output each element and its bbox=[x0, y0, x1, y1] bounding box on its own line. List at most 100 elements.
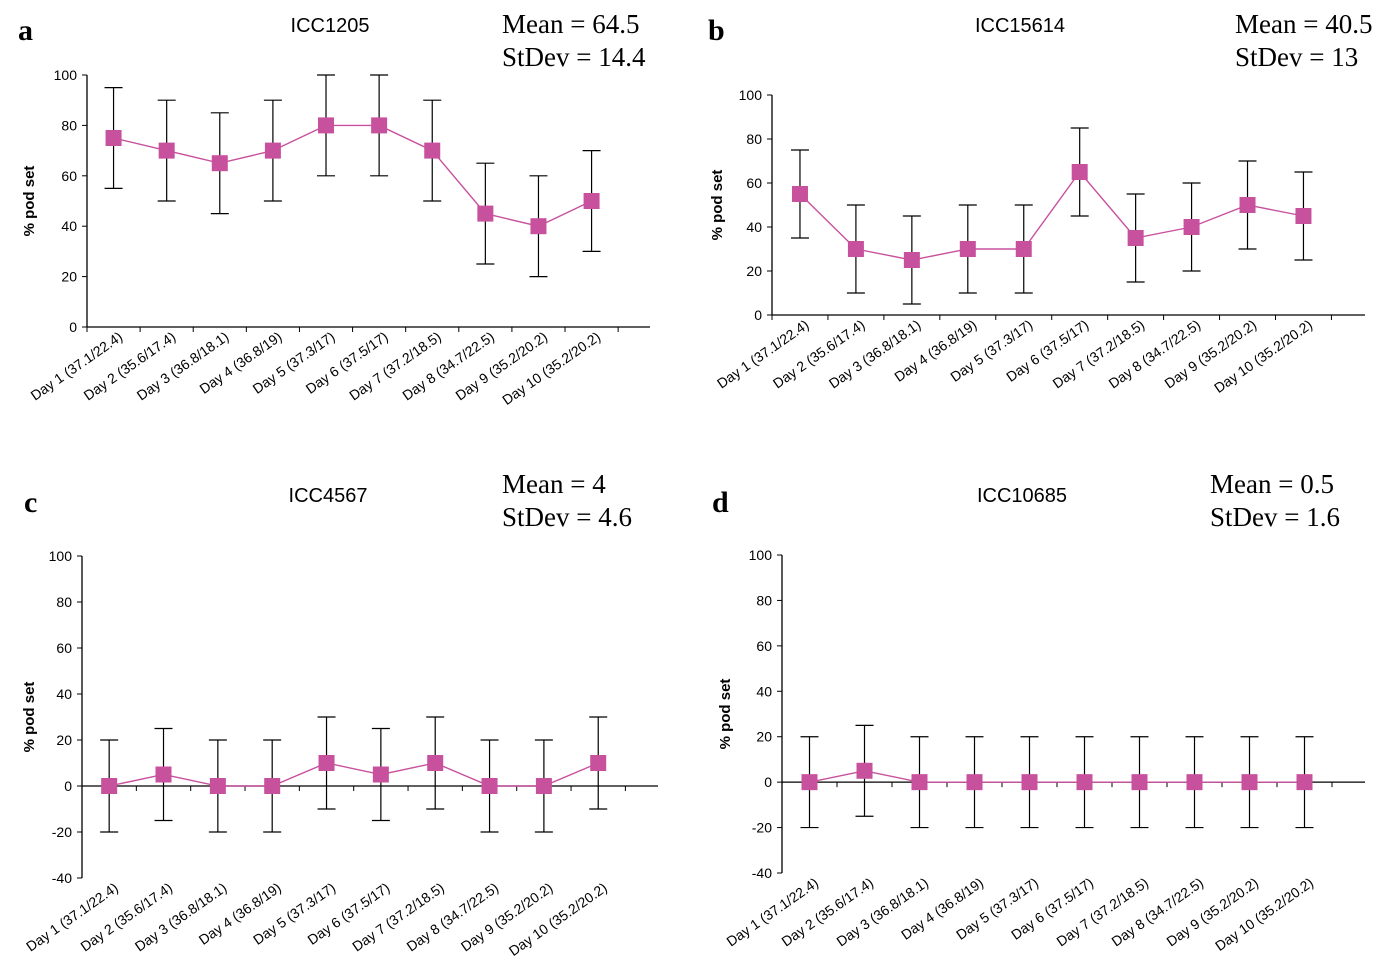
data-point bbox=[1186, 774, 1203, 791]
y-tick-label: -40 bbox=[752, 865, 772, 881]
data-point bbox=[318, 755, 335, 771]
x-tick-label: Day 8 (34.7/22.5) bbox=[399, 328, 497, 403]
x-tick-label: Day 3 (36.8/18.1) bbox=[826, 316, 924, 391]
panel-b-title: ICC15614 bbox=[975, 15, 1065, 37]
x-tick-label: Day 9 (35.2/20.2) bbox=[1161, 316, 1259, 391]
panel-c-title: ICC4567 bbox=[289, 485, 368, 507]
data-point bbox=[1015, 241, 1032, 257]
panel-b-letter: b bbox=[708, 14, 725, 47]
data-point bbox=[101, 778, 118, 794]
y-axis-label: % pod set bbox=[21, 682, 38, 753]
data-point bbox=[959, 241, 976, 257]
y-tick-label: 0 bbox=[764, 774, 772, 790]
y-axis-label: % pod set bbox=[21, 166, 38, 237]
y-tick-label: 80 bbox=[56, 594, 72, 610]
data-point bbox=[1071, 164, 1088, 180]
data-point bbox=[911, 774, 928, 791]
y-tick-label: 60 bbox=[61, 168, 77, 184]
data-point bbox=[1241, 774, 1258, 791]
data-point bbox=[903, 252, 920, 268]
panel-d: d ICC10685 Mean = 0.5 StDev = 1.6 -40 -20… bbox=[712, 469, 1365, 954]
panel-d-plot: -40 -20 0 20 40 60 80 100 Day 1 (37.1/22.4)Day 2… bbox=[717, 547, 1365, 954]
data-point bbox=[801, 774, 818, 791]
data-point bbox=[1131, 774, 1148, 791]
y-tick-label: 0 bbox=[754, 307, 762, 323]
panel-a-stdev: StDev = 14.4 bbox=[502, 42, 646, 72]
y-tick-label: -20 bbox=[52, 824, 72, 840]
y-tick-label: 20 bbox=[746, 263, 762, 279]
y-tick-label: 20 bbox=[756, 729, 772, 745]
y-tick-label: 60 bbox=[756, 638, 772, 654]
data-point bbox=[158, 142, 175, 159]
panel-b-stdev: StDev = 13 bbox=[1235, 42, 1358, 72]
data-point bbox=[1183, 219, 1200, 235]
panel-c-letter: c bbox=[24, 486, 37, 519]
data-point bbox=[966, 774, 983, 791]
x-tick-label: Day 10 (35.2/20.2) bbox=[499, 328, 603, 408]
x-tick-label: Day 9 (35.2/20.2) bbox=[1163, 874, 1261, 949]
y-axis-label: % pod set bbox=[709, 170, 726, 241]
x-tick-label: Day 8 (34.7/22.5) bbox=[403, 879, 501, 954]
data-point bbox=[535, 778, 552, 794]
panel-a-plot: 0 20 40 60 80 100 Day 1 (37.1/22.4)Day 2 (35.6… bbox=[21, 67, 650, 408]
data-point bbox=[264, 778, 281, 794]
data-point bbox=[1076, 774, 1093, 791]
y-tick-label: 80 bbox=[756, 592, 772, 608]
data-point bbox=[211, 155, 228, 172]
x-tick-label: Day 1 (37.1/22.4) bbox=[714, 316, 812, 391]
y-tick-label: -20 bbox=[752, 820, 772, 836]
y-tick-label: 60 bbox=[56, 640, 72, 656]
data-point bbox=[847, 241, 864, 257]
series-line bbox=[109, 762, 599, 787]
panel-c-plot: -40 -20 0 20 40 60 80 100 Day 1 (37.1/22.4)Day 2… bbox=[21, 548, 658, 959]
y-tick-label: 100 bbox=[739, 87, 763, 103]
panel-d-mean: Mean = 0.5 bbox=[1210, 469, 1334, 499]
data-point bbox=[155, 766, 172, 783]
x-tick-label: Day 7 (37.2/18.5) bbox=[1053, 874, 1151, 949]
data-point bbox=[105, 130, 122, 146]
data-point bbox=[583, 193, 600, 209]
x-tick-label: Day 10 (35.2/20.2) bbox=[1211, 316, 1315, 396]
panel-a-title: ICC1205 bbox=[291, 15, 370, 37]
data-point bbox=[372, 766, 389, 783]
data-point bbox=[590, 755, 607, 771]
data-point bbox=[318, 117, 335, 134]
y-tick-label: 20 bbox=[56, 732, 72, 748]
x-tick-label: Day 7 (37.2/18.5) bbox=[349, 879, 447, 954]
x-tick-label: Day 1 (37.1/22.4) bbox=[23, 879, 121, 954]
y-tick-label: 60 bbox=[746, 175, 762, 191]
panel-c: c ICC4567 Mean = 4 StDev = 4.6 -40 -20 0 20… bbox=[21, 469, 658, 959]
data-point bbox=[1296, 774, 1313, 791]
data-point bbox=[209, 778, 226, 794]
series-line bbox=[113, 124, 592, 227]
data-point bbox=[477, 205, 494, 222]
y-axis-label: % pod set bbox=[717, 679, 734, 750]
x-tick-label: Day 2 (35.6/17.4) bbox=[77, 879, 175, 954]
data-point bbox=[481, 778, 498, 794]
x-tick-label: Day 2 (35.6/17.4) bbox=[770, 316, 868, 391]
y-tick-label: 0 bbox=[69, 319, 77, 335]
y-tick-label: 40 bbox=[61, 218, 77, 234]
data-point bbox=[1295, 208, 1312, 224]
x-tick-label: Day 7 (37.2/18.5) bbox=[346, 328, 444, 403]
data-point bbox=[1239, 197, 1256, 213]
panel-a-mean: Mean = 64.5 bbox=[502, 9, 639, 39]
x-tick-label: Day 8 (34.7/22.5) bbox=[1106, 316, 1204, 391]
x-tick-label: Day 9 (35.2/20.2) bbox=[458, 879, 556, 954]
x-tick-label: Day 8 (34.7/22.5) bbox=[1108, 874, 1206, 949]
y-tick-label: 100 bbox=[49, 548, 73, 564]
series-line bbox=[809, 770, 1305, 783]
data-point bbox=[424, 142, 441, 159]
series-line bbox=[799, 170, 1304, 261]
y-tick-label: 0 bbox=[64, 778, 72, 794]
panel-a: a ICC1205 Mean = 64.5 StDev = 14.4 0 20 40… bbox=[18, 9, 650, 408]
data-point bbox=[1021, 774, 1038, 791]
panel-b-mean: Mean = 40.5 bbox=[1235, 9, 1372, 39]
data-point bbox=[530, 218, 547, 235]
panel-a-letter: a bbox=[18, 14, 33, 47]
y-tick-label: 100 bbox=[749, 547, 773, 563]
panel-b-plot: 0 20 40 60 80 100 Day 1 (37.1/22.4)Day 2 (35.6… bbox=[709, 87, 1365, 396]
y-tick-label: 40 bbox=[756, 683, 772, 699]
data-point bbox=[856, 762, 873, 779]
